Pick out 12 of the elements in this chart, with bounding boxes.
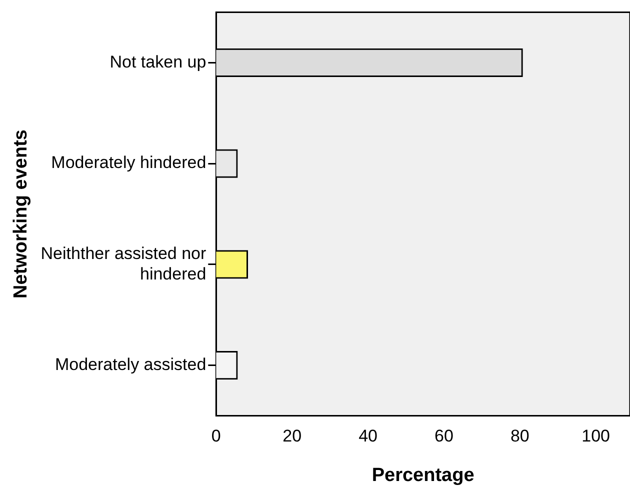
x-tick-label: 60 bbox=[434, 426, 454, 446]
x-tick-label: 20 bbox=[282, 426, 302, 446]
x-tick-label: 40 bbox=[358, 426, 378, 446]
y-tick-label: Neithther assisted nor hindered bbox=[40, 244, 206, 284]
x-tick-label: 100 bbox=[582, 426, 610, 446]
y-axis-title: Networking events bbox=[10, 130, 32, 298]
y-tick-label: Not taken up bbox=[110, 52, 206, 72]
x-tick-label: 0 bbox=[211, 426, 221, 446]
x-axis-title: Percentage bbox=[372, 464, 474, 486]
y-tick-label: Moderately assisted bbox=[54, 355, 206, 374]
x-tick-label: 80 bbox=[510, 426, 530, 446]
y-tick-label: Moderately hindered bbox=[51, 153, 206, 172]
